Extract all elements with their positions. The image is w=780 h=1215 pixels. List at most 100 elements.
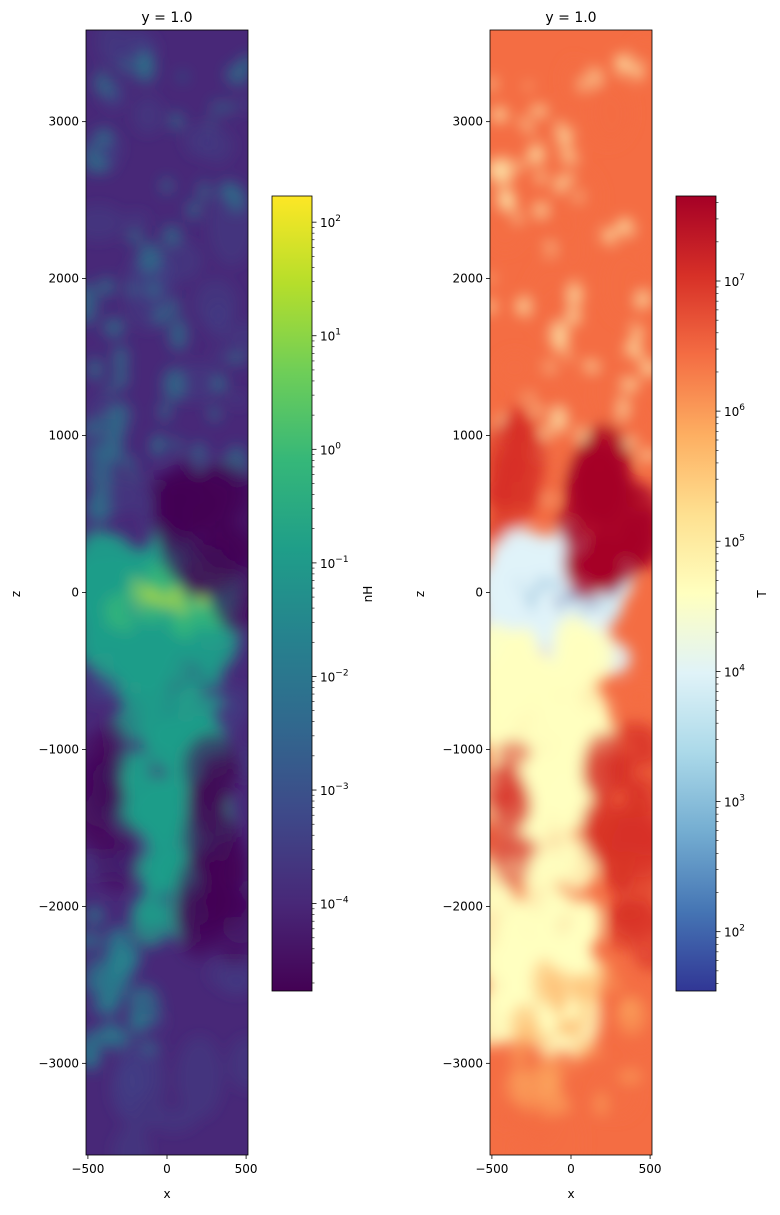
heatmap-blob <box>622 406 644 443</box>
heatmap-blob <box>538 697 570 751</box>
temperature-x-axis: −500 0 500 <box>475 1155 662 1176</box>
heatmap-blob <box>136 51 149 74</box>
heatmap-blob <box>557 598 563 608</box>
heatmap-blob <box>93 70 110 96</box>
heatmap-blob <box>195 463 231 515</box>
heatmap-blob <box>161 758 183 770</box>
heatmap-blob <box>583 535 617 589</box>
heatmap-blob <box>138 697 170 751</box>
heatmap-blob <box>541 577 549 584</box>
heatmap-blob <box>540 426 550 440</box>
heatmap-blob <box>108 400 132 430</box>
heatmap-blob <box>583 360 598 372</box>
heatmap-blob <box>518 1079 537 1112</box>
heatmap-blob <box>168 317 188 352</box>
y-tick-label: 2000 <box>48 272 79 286</box>
heatmap-blob <box>207 961 248 990</box>
density-panel-title: y = 1.0 <box>141 10 192 26</box>
x-tick-label: −500 <box>71 1162 104 1176</box>
heatmap-blob <box>536 584 543 595</box>
y-tick-label: 0 <box>475 586 483 600</box>
heatmap-blob <box>94 127 114 148</box>
heatmap-blob <box>572 596 579 604</box>
heatmap-blob <box>132 591 140 600</box>
heatmap-blob <box>186 200 201 220</box>
heatmap-blob <box>601 248 643 324</box>
heatmap-blob <box>93 963 119 1004</box>
heatmap-blob <box>568 1062 581 1070</box>
colorbar-tick-label: 10−4 <box>320 896 349 912</box>
colorbar-tick-label: 106 <box>724 403 745 419</box>
heatmap-blob <box>620 999 636 1018</box>
heatmap-blob <box>86 1033 101 1069</box>
heatmap-blob <box>490 514 507 544</box>
heatmap-blob <box>207 301 231 342</box>
heatmap-blob <box>568 282 583 307</box>
heatmap-blob <box>490 202 526 253</box>
heatmap-blob <box>495 739 532 766</box>
heatmap-blob <box>145 282 161 298</box>
heatmap-blob <box>104 384 117 394</box>
heatmap-blob <box>228 1036 248 1091</box>
heatmap-blob <box>531 406 542 415</box>
heatmap-blob <box>574 192 583 201</box>
heatmap-blob <box>158 401 171 422</box>
heatmap-blob <box>584 608 590 613</box>
heatmap-blob <box>493 784 532 828</box>
heatmap-blob <box>560 57 588 101</box>
heatmap-blob <box>511 653 549 681</box>
heatmap-blob <box>169 111 184 131</box>
y-tick-label: 0 <box>71 586 79 600</box>
heatmap-blob <box>550 581 557 589</box>
heatmap-blob <box>86 204 124 242</box>
heatmap-blob <box>490 482 518 501</box>
heatmap-blob <box>545 497 555 503</box>
temperature-panel: y = 1.0 −500 0 500 −3000 −2000 −1000 0 1000 200… <box>413 10 769 1201</box>
heatmap-blob <box>551 321 569 354</box>
heatmap-blob <box>639 449 652 462</box>
heatmap-blob <box>565 351 572 361</box>
colorbar-tick-label: 10−2 <box>320 668 349 684</box>
heatmap-blob <box>89 456 113 501</box>
heatmap-blob <box>589 1048 604 1058</box>
heatmap-blob <box>517 118 528 125</box>
heatmap-blob <box>608 978 621 993</box>
heatmap-blob <box>630 507 652 526</box>
heatmap-blob <box>556 1099 571 1113</box>
heatmap-blob <box>525 262 573 337</box>
heatmap-blob <box>616 218 634 236</box>
heatmap-blob <box>86 491 113 525</box>
heatmap-blob <box>572 631 600 676</box>
heatmap-blob <box>631 323 643 343</box>
heatmap-blob <box>120 57 130 73</box>
heatmap-blob <box>142 824 173 852</box>
density-panel: y = 1.0 −500 0 500 −3000 −2000 −1000 0 1000 200… <box>9 10 375 1201</box>
density-x-axis: −500 0 500 <box>71 1155 258 1176</box>
heatmap-blob <box>636 291 651 309</box>
heatmap-blob <box>626 678 652 710</box>
heatmap-blob <box>496 350 534 385</box>
heatmap-blob <box>490 299 496 314</box>
heatmap-blob <box>619 396 629 412</box>
temperature-colorbar: 102 103 104 105 106 107 T <box>675 195 769 992</box>
heatmap-blob <box>112 442 121 456</box>
heatmap-blob <box>490 274 495 283</box>
temperature-panel-title: y = 1.0 <box>545 10 596 26</box>
y-tick-label: −1000 <box>38 742 79 756</box>
heatmap-blob <box>564 591 570 597</box>
heatmap-blob <box>89 999 118 1015</box>
colorbar-tick-label: 107 <box>724 273 745 289</box>
heatmap-blob <box>628 527 652 571</box>
heatmap-blob <box>556 122 564 129</box>
heatmap-blob <box>593 1092 608 1117</box>
y-tick-label: 1000 <box>452 429 483 443</box>
heatmap-blob <box>545 360 554 372</box>
heatmap-blob <box>211 374 228 394</box>
heatmap-blob <box>524 83 533 90</box>
heatmap-blob <box>225 63 248 86</box>
heatmap-blob <box>192 442 205 460</box>
heatmap-blob <box>534 578 540 583</box>
heatmap-blob <box>200 663 223 690</box>
heatmap-blob <box>182 570 213 599</box>
